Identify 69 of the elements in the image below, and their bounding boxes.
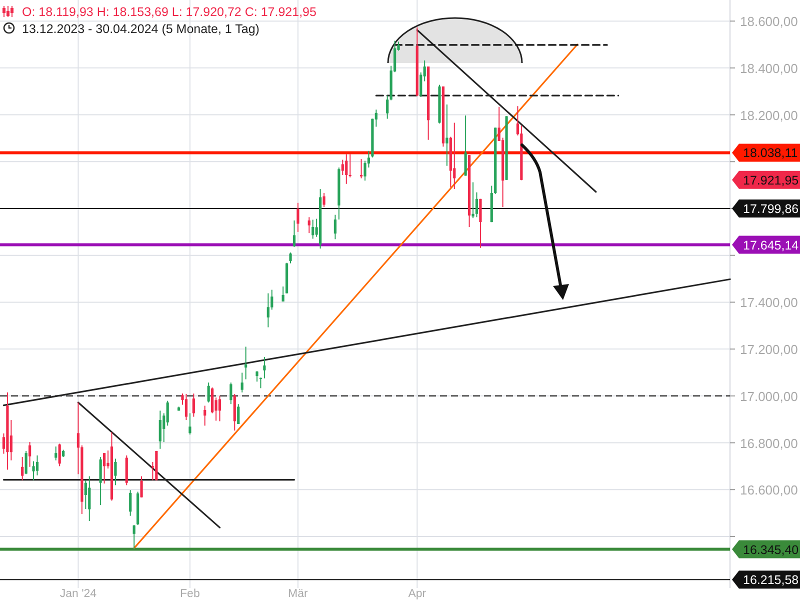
candlestick [132, 524, 136, 550]
candlestick [479, 198, 482, 248]
ref-line-label: 16.345,40 [743, 542, 799, 557]
ref-line-label: 18.038,11 [743, 146, 798, 160]
candlestick [475, 192, 478, 218]
candlestick [204, 405, 206, 426]
text: 17.921,95 [743, 173, 799, 188]
candlestick [240, 372, 244, 393]
candlestick [453, 122, 456, 190]
candlestick [446, 104, 448, 166]
candlestick [218, 395, 222, 422]
x-tick-label: Jan '24 [60, 588, 98, 600]
candlestick [386, 95, 389, 120]
candlestick [58, 443, 61, 467]
candlestick [464, 114, 467, 176]
y-tick-label: 18.400,00 [740, 60, 798, 76]
y-tick-label: 16.800,00 [740, 436, 798, 451]
candlestick [54, 446, 58, 461]
candlestick [158, 410, 162, 450]
candlestick [184, 394, 188, 421]
x-tick-label: Feb [180, 588, 200, 600]
candlestick [345, 154, 348, 184]
y-tick-label: 17.400,00 [740, 295, 798, 310]
candlestick [84, 480, 87, 510]
candlestick [322, 192, 326, 208]
candlestick [21, 456, 24, 481]
candlestick [210, 386, 214, 414]
text: 13.12.2023 - 30.04.2024 (5 Monate, 1 Tag) [22, 22, 260, 36]
candlestick [308, 216, 310, 234]
candlestick [129, 490, 132, 516]
candlestick [114, 458, 117, 486]
ref-line-label: 17.799,86 [743, 202, 799, 216]
candlestick [24, 450, 28, 475]
candlestick [360, 158, 363, 179]
candlestick [166, 400, 169, 426]
candlestick [99, 456, 102, 506]
candlestick [256, 370, 258, 382]
candlestick [266, 292, 270, 328]
candlestick [188, 412, 192, 436]
y-tick-label: 18.200,00 [740, 108, 798, 123]
candlestick [207, 382, 210, 403]
candlestick [192, 393, 195, 418]
candlestick [289, 252, 292, 264]
candlestick [88, 476, 91, 522]
chart-title: O: 18.119,93 H: 18.153,69 L: 17.920,72 C: 17.921,95 [22, 5, 316, 19]
candlestick [282, 286, 284, 302]
y-tick-label: 17.200,00 [740, 342, 798, 358]
x-tick-label: Mär [288, 588, 308, 600]
candlestick [36, 454, 39, 476]
candlestick [102, 452, 106, 484]
candlestick [334, 214, 337, 240]
candlestick [259, 377, 262, 389]
y-tick-label: 16.600,00 [740, 482, 798, 498]
candlestick [348, 154, 352, 178]
candlestick [312, 219, 314, 240]
y-tick-label: 18.600,00 [740, 14, 798, 30]
candlestick [341, 159, 344, 176]
candlestick [292, 220, 296, 248]
candlestick [230, 382, 232, 405]
candlestick [140, 476, 143, 498]
candlestick [472, 182, 474, 219]
ref-line-label: 17.645,14 [743, 238, 799, 252]
y-tick-label: 17.000,00 [740, 388, 798, 404]
x-tick-label: Apr [408, 588, 426, 600]
candlestick [28, 442, 32, 468]
candlestick [296, 202, 300, 232]
candlestick [237, 404, 240, 425]
ref-line-label: 16.215,58 [743, 573, 799, 588]
candlestick [263, 356, 266, 379]
